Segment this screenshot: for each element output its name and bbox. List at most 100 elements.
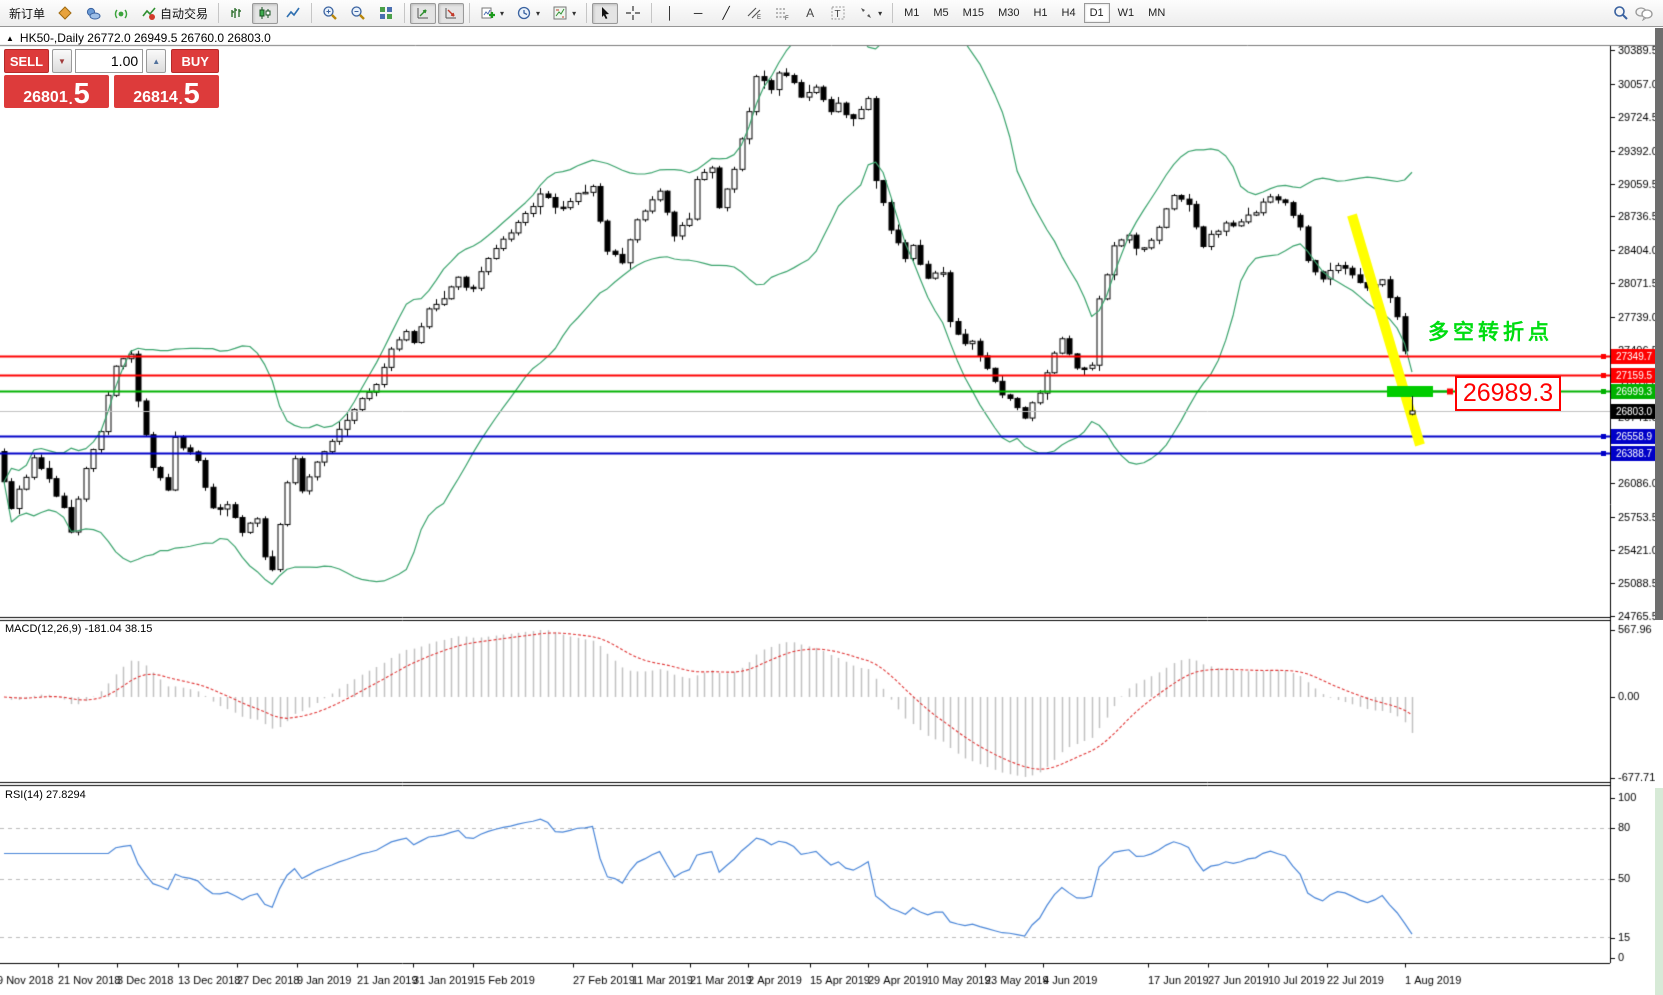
signals-icon xyxy=(113,5,129,21)
text-button[interactable]: A xyxy=(797,3,823,24)
right-edge-strip xyxy=(1655,28,1663,620)
annotation-note-text[interactable]: 多空转折点 xyxy=(1428,321,1553,344)
expert-advisors-icon xyxy=(57,5,73,21)
sell-button[interactable]: SELL xyxy=(4,49,49,73)
cursor-button[interactable] xyxy=(592,2,619,24)
arrange-buy-icon xyxy=(415,5,431,21)
arrows-button[interactable]: ▾ xyxy=(853,3,887,24)
text-label-button[interactable]: T xyxy=(825,3,851,24)
buy-price-fraction: 5 xyxy=(183,78,200,110)
candlestick-chart-icon xyxy=(257,5,273,21)
tab-timeframe-h1[interactable]: H1 xyxy=(1033,7,1048,19)
sell-price-fraction: 5 xyxy=(73,78,90,110)
toolbar-separator xyxy=(404,3,406,23)
horizontal-line-button[interactable]: ─ xyxy=(685,3,711,24)
arrange-sell-icon xyxy=(443,5,459,21)
right-edge-strip xyxy=(1655,788,1663,995)
macd-indicator-label: MACD(12,26,9) -181.04 38.15 xyxy=(5,623,153,635)
buy-price-panel[interactable]: 26814. 5 xyxy=(114,75,219,110)
new-order-button[interactable]: 新订单 xyxy=(4,3,50,24)
volume-increase-button[interactable]: ▲ xyxy=(146,49,167,73)
tab-timeframe-d1[interactable]: D1 xyxy=(1083,3,1110,23)
toolbar: 新订单 自动交易 xyxy=(0,0,1663,27)
collapse-icon[interactable]: ▲ xyxy=(6,33,14,43)
volume-decrease-button[interactable]: ▼ xyxy=(51,49,73,73)
tab-timeframe-mn[interactable]: MN xyxy=(1148,7,1166,19)
chart-title: HK50-,Daily 26772.0 26949.5 26760.0 2680… xyxy=(19,31,271,45)
tab-timeframe-m5[interactable]: M5 xyxy=(933,7,949,19)
vertical-line-icon: │ xyxy=(666,6,674,20)
zoom-out-button[interactable] xyxy=(345,3,371,24)
trend-line-button[interactable]: ╱ xyxy=(713,3,739,24)
zoom-in-icon xyxy=(322,5,338,21)
bar-chart-button[interactable] xyxy=(224,3,250,24)
periods-caret-icon: ▾ xyxy=(536,8,541,18)
chat-icon[interactable] xyxy=(1635,5,1653,22)
tile-windows-icon xyxy=(378,5,394,21)
cursor-icon xyxy=(597,5,613,21)
rsi-indicator-label: RSI(14) 27.8294 xyxy=(5,789,86,801)
new-chart-button[interactable]: ▾ xyxy=(475,3,509,24)
equidistant-channel-icon: E xyxy=(746,5,762,21)
annotation-price-callout[interactable]: 26989.3 xyxy=(1455,376,1561,411)
new-chart-caret-icon: ▾ xyxy=(500,8,505,18)
profiles-button[interactable] xyxy=(80,3,106,24)
sell-price-point: . xyxy=(68,91,73,107)
buy-button[interactable]: BUY xyxy=(171,49,220,73)
down-arrow-icon: ▼ xyxy=(58,56,66,66)
svg-text:E: E xyxy=(757,15,761,21)
svg-text:T: T xyxy=(835,9,841,20)
sell-price: 26801 xyxy=(23,89,68,106)
arrange-sell-button[interactable] xyxy=(438,2,465,24)
toolbar-separator xyxy=(586,3,588,23)
line-chart-icon xyxy=(285,5,301,21)
periods-button[interactable]: ▾ xyxy=(511,3,545,24)
chart-properties-button[interactable]: ▾ xyxy=(547,3,581,24)
candlestick-chart-button[interactable] xyxy=(252,2,279,24)
bar-chart-icon xyxy=(229,5,245,21)
text-label-icon: T xyxy=(830,5,846,21)
right-edge-strip xyxy=(1655,620,1663,788)
chart-title-bar: ▲ HK50-,Daily 26772.0 26949.5 26760.0 26… xyxy=(6,31,271,45)
up-arrow-icon: ▲ xyxy=(152,56,161,66)
line-chart-button[interactable] xyxy=(280,3,306,24)
signals-button[interactable] xyxy=(108,3,134,24)
tab-timeframe-m1[interactable]: M1 xyxy=(904,7,920,19)
search-icon[interactable] xyxy=(1613,5,1629,21)
horizontal-line-icon: ─ xyxy=(693,6,703,20)
toolbar-separator xyxy=(469,3,471,23)
chart-properties-icon xyxy=(552,5,568,21)
tab-timeframe-w1[interactable]: W1 xyxy=(1117,7,1135,19)
buy-price-point: . xyxy=(178,91,183,107)
autotrading-label: 自动交易 xyxy=(160,6,209,21)
fibonacci-retracement-icon: F xyxy=(774,5,790,22)
autotrading-button[interactable]: 自动交易 xyxy=(136,3,213,24)
volume-input[interactable] xyxy=(75,49,144,73)
toolbar-separator xyxy=(651,3,653,23)
arrange-buy-button[interactable] xyxy=(410,2,437,24)
tile-windows-button[interactable] xyxy=(373,3,399,24)
text-icon: A xyxy=(806,6,815,20)
tab-timeframe-h4[interactable]: H4 xyxy=(1061,7,1076,19)
zoom-in-button[interactable] xyxy=(317,3,343,24)
toolbar-separator xyxy=(892,3,894,23)
equidistant-channel-button[interactable]: E xyxy=(741,3,767,24)
tab-timeframe-m30[interactable]: M30 xyxy=(998,7,1020,19)
svg-text:F: F xyxy=(785,16,789,21)
chart-properties-caret-icon: ▾ xyxy=(572,8,577,18)
arrows-caret-icon: ▾ xyxy=(878,8,883,18)
fibonacci-retracement-button[interactable]: F xyxy=(769,3,795,24)
crosshair-button[interactable] xyxy=(620,3,646,24)
one-click-trading-widget: SELL ▼ ▲ BUY 26801.5 26814.5 xyxy=(4,49,220,110)
vertical-line-button[interactable]: │ xyxy=(657,3,683,24)
profiles-icon xyxy=(85,5,101,21)
expert-advisors-button[interactable] xyxy=(52,3,78,24)
new-order-label: 新订单 xyxy=(9,6,46,21)
sell-price-panel[interactable]: 26801. 5 xyxy=(4,75,109,110)
tab-timeframe-m15[interactable]: M15 xyxy=(962,7,985,19)
buy-price: 26814 xyxy=(133,89,178,106)
trend-line-icon: ╱ xyxy=(722,6,730,20)
toolbar-separator xyxy=(311,3,313,23)
arrows-icon xyxy=(858,5,874,21)
